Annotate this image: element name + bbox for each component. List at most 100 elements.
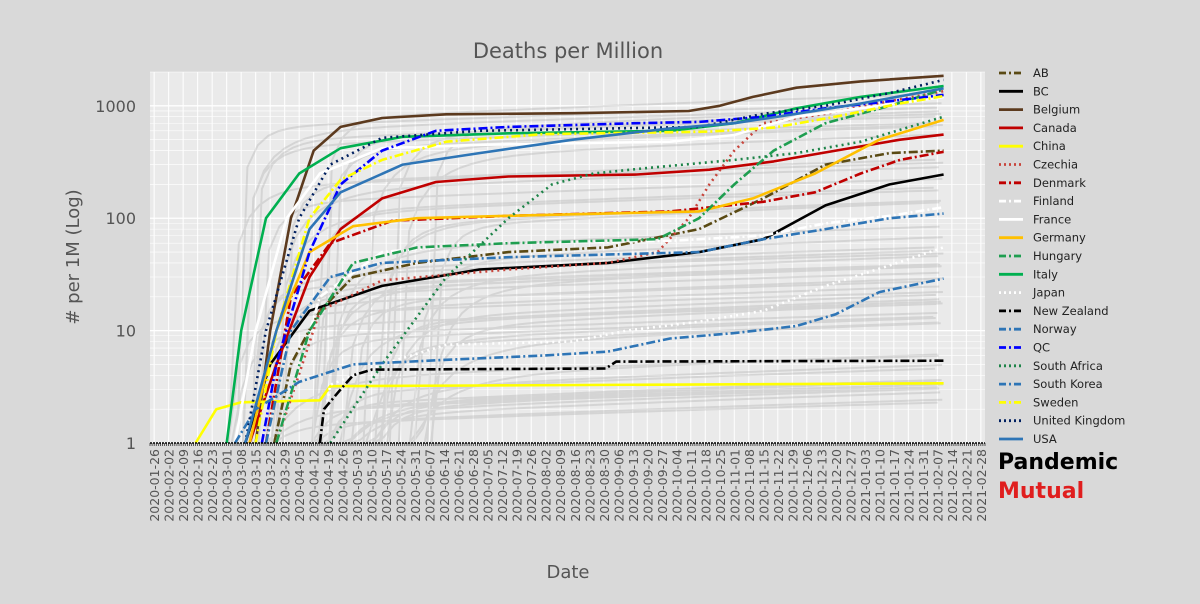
legend-label: BC [1033,84,1049,98]
legend-label: Italy [1033,267,1058,281]
x-tick-label: 2020-08-23 [582,449,597,522]
legend-label: Canada [1033,121,1077,135]
x-axis-label: Date [546,562,589,583]
x-tick-label: 2020-03-08 [234,449,249,522]
background-series-line [423,302,943,444]
background-series-line [362,125,934,444]
background-series-line [408,255,939,444]
series-line-denmark [264,150,944,444]
x-tick-label: 2020-06-28 [466,449,481,522]
x-tick-label: 2020-08-30 [597,449,612,522]
brand-logo-line-2: Mutual [998,479,1085,504]
legend: AB BC Belgium Canada China Czechia Denmark Finl… [999,66,1125,446]
x-tick-label: 2020-12-20 [829,449,844,522]
background-series-line [329,391,941,444]
background-series-line [320,124,943,444]
x-tick-label: 2021-01-10 [872,449,887,522]
x-tick-label: 2020-04-05 [292,449,307,522]
series-line-germany [248,118,944,444]
background-series-line [364,317,936,444]
x-tick-label: 2021-01-03 [858,449,873,522]
x-tick-label: 2020-06-21 [452,449,467,522]
background-series-line [227,161,944,444]
background-series-line [270,280,935,444]
background-series-line [227,291,943,444]
x-tick-label: 2020-10-11 [684,449,699,522]
plot-area: 1 10 100 1000 2020-01-26 2020-02-02 2020-02-09… [95,71,989,522]
x-tick-label: 2020-05-31 [408,449,423,522]
background-series-line [329,112,942,444]
x-tick-label: 2020-05-10 [365,449,380,522]
background-series-line [362,383,944,444]
x-tick-label: 2020-09-20 [640,449,655,522]
background-series-line [264,271,940,444]
y-tick-label: 1000 [95,97,136,116]
brand-logo-line-1: Pandemic [998,450,1119,475]
x-tick-label: 2020-03-01 [220,449,235,522]
x-tick-label: 2021-01-24 [901,449,916,522]
series-line-canada [248,133,944,444]
legend-label: United Kingdom [1033,414,1125,428]
background-series-line [316,285,940,444]
series-line-france [233,95,944,444]
x-tick-label: 2020-02-09 [176,449,191,522]
x-tick-label: 2020-03-29 [278,449,293,522]
x-tick-label: 2020-10-25 [713,449,728,522]
legend-label: Germany [1033,231,1086,245]
series-line-hungary [275,88,944,444]
background-series-line [230,303,937,444]
x-tick-label: 2020-05-24 [394,449,409,522]
x-tick-label: 2021-02-28 [974,449,989,522]
background-series-line [310,315,934,444]
x-tick-label: 2020-02-02 [162,449,177,522]
legend-label: New Zealand [1033,304,1109,318]
series-line-italy [225,84,944,444]
series-line-norway [264,212,944,444]
x-tick-label: 2020-11-01 [727,449,742,522]
background-series-line [341,249,934,444]
x-tick-label: 2020-04-12 [307,449,322,522]
background-series-line [378,298,940,444]
background-series-line [429,263,939,444]
x-tick-label: 2020-09-27 [655,449,670,522]
legend-label: Sweden [1033,395,1078,409]
x-tick-label: 2020-07-19 [510,449,525,522]
y-tick-label: 10 [116,322,136,341]
x-tick-label: 2020-07-26 [524,449,539,522]
background-series-line [398,353,938,444]
series-line-bc [244,173,944,444]
x-tick-label: 2020-12-27 [843,449,858,522]
legend-label: Hungary [1033,249,1082,263]
series-line-united-kingdom [244,78,944,444]
chart-title: Deaths per Million [473,39,663,63]
x-tick-label: 2020-03-15 [249,449,264,522]
x-tick-label: 2020-11-29 [785,449,800,522]
legend-label: AB [1033,66,1049,80]
x-tick-label: 2020-06-14 [437,449,452,522]
legend-label: South Africa [1033,359,1103,373]
x-tick-label: 2020-10-18 [698,449,713,522]
x-tick-label: 2020-09-06 [611,449,626,522]
background-series-line [413,236,943,444]
background-series-line [430,201,940,444]
legend-label: Belgium [1033,103,1080,117]
x-tick-label: 2020-12-06 [800,449,815,522]
x-tick-label: 2020-03-22 [263,449,278,522]
y-tick-label: 100 [105,209,136,228]
background-series-line [257,177,943,444]
x-tick-label: 2020-12-13 [814,449,829,522]
x-tick-label: 2020-07-05 [481,449,496,522]
legend-label: Japan [1032,286,1065,300]
background-series-line [388,110,939,444]
background-series-line [411,322,941,444]
series-line-usa [244,87,944,444]
x-tick-label: 2021-02-07 [930,449,945,522]
legend-label: South Korea [1033,377,1103,391]
background-series-line [361,364,943,444]
background-series-line [378,321,939,444]
background-series-line [289,398,943,444]
x-tick-label: 2020-11-08 [742,449,757,522]
legend-label: USA [1033,432,1057,446]
x-tick-label: 2020-08-09 [553,449,568,522]
